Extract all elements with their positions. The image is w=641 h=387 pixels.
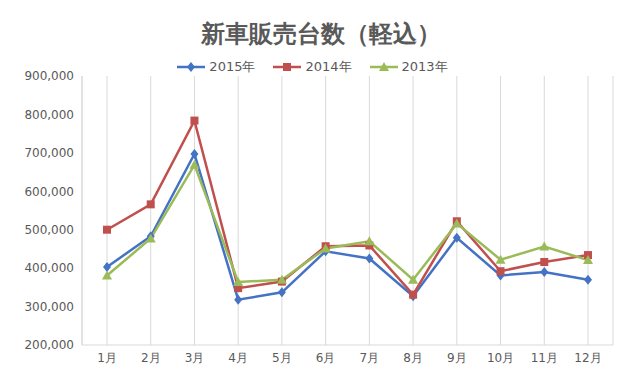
svg-text:9月: 9月 [447, 351, 467, 365]
svg-text:200,000: 200,000 [24, 338, 74, 352]
svg-text:10月: 10月 [487, 351, 514, 365]
svg-text:500,000: 500,000 [24, 223, 74, 237]
svg-text:3月: 3月 [185, 351, 205, 365]
svg-text:11月: 11月 [531, 351, 558, 365]
svg-text:400,000: 400,000 [24, 261, 74, 275]
html-text:2014年: 2014年 [305, 59, 352, 74]
html-text:新車販売台数（軽込）: 新車販売台数（軽込） [200, 20, 441, 48]
svg-text:7月: 7月 [360, 351, 380, 365]
svg-text:5月: 5月 [272, 351, 292, 365]
svg-text:8月: 8月 [403, 351, 423, 365]
svg-text:300,000: 300,000 [24, 300, 74, 314]
svg-text:900,000: 900,000 [24, 69, 74, 83]
html-text:2015年: 2015年 [209, 59, 256, 74]
svg-text:12月: 12月 [574, 351, 601, 365]
svg-text:6月: 6月 [316, 351, 336, 365]
html-text:2013年: 2013年 [401, 59, 448, 74]
svg-text:800,000: 800,000 [24, 108, 74, 122]
svg-text:600,000: 600,000 [24, 185, 74, 199]
svg-text:1月: 1月 [97, 351, 117, 365]
svg-text:4月: 4月 [228, 351, 248, 365]
svg-text:700,000: 700,000 [24, 146, 74, 160]
svg-text:2月: 2月 [141, 351, 161, 365]
